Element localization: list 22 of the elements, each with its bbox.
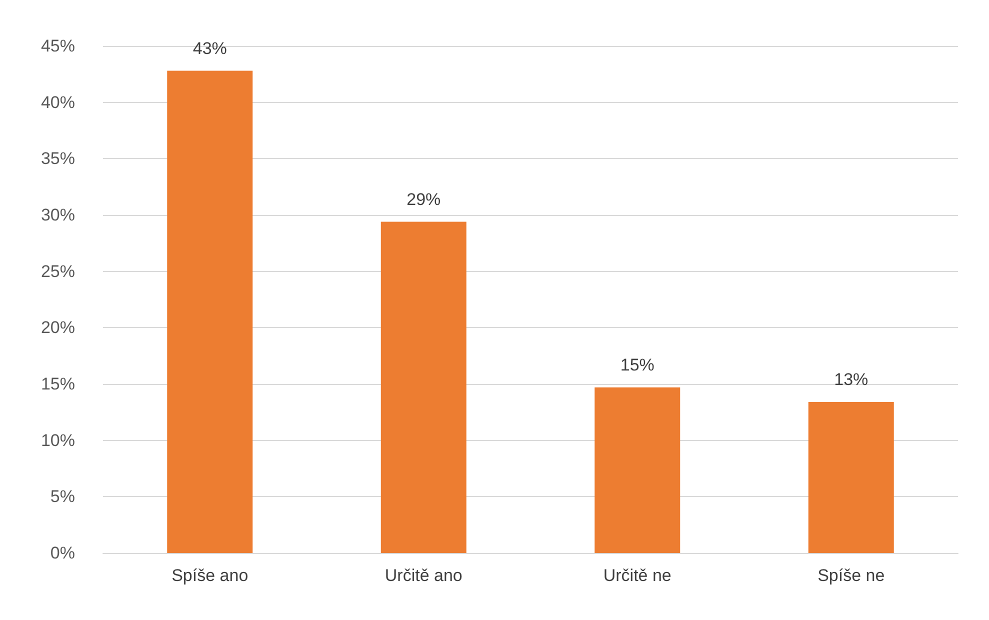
y-tick-label: 20% [40,318,75,338]
y-tick-label: 40% [40,92,75,112]
x-tick-label: Spíše ano [172,566,248,585]
x-tick-label: Spíše ne [818,566,885,585]
y-tick-label: 25% [40,262,75,281]
y-tick-label: 0% [50,544,75,562]
x-tick-label: Určitě ano [384,566,462,585]
data-label: 15% [620,355,654,374]
y-tick-label: 10% [40,430,75,450]
data-label: 13% [834,370,868,390]
bar [167,70,253,553]
data-label: 43% [192,38,227,58]
bar [594,387,680,553]
y-tick-label: 35% [40,149,75,168]
y-tick-label: 5% [50,487,75,506]
bar [808,402,894,553]
y-tick-label: 15% [40,374,75,394]
x-tick-label: Určitě ne [603,566,672,585]
data-label: 29% [406,190,441,209]
bar [380,222,466,553]
y-tick-label: 45% [40,36,75,56]
y-tick-label: 30% [40,206,75,224]
